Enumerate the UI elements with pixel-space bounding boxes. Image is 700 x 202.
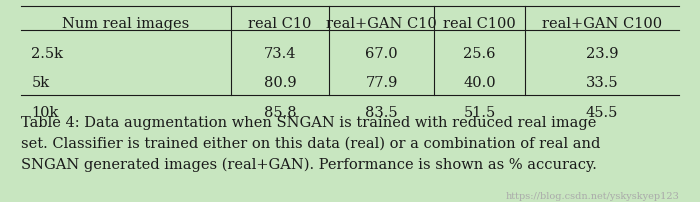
Text: real+GAN C100: real+GAN C100	[542, 17, 662, 31]
Text: real C10: real C10	[248, 17, 312, 31]
Text: 33.5: 33.5	[586, 76, 618, 90]
Text: real C100: real C100	[443, 17, 516, 31]
Text: real+GAN C10: real+GAN C10	[326, 17, 437, 31]
Text: 2.5k: 2.5k	[32, 46, 64, 60]
Text: 23.9: 23.9	[586, 46, 618, 60]
Text: 80.9: 80.9	[264, 76, 296, 90]
Text: 40.0: 40.0	[463, 76, 496, 90]
Text: https://blog.csdn.net/yskyskyер123: https://blog.csdn.net/yskyskyер123	[505, 191, 679, 200]
Text: 25.6: 25.6	[463, 46, 496, 60]
Text: 45.5: 45.5	[586, 105, 618, 119]
Text: 67.0: 67.0	[365, 46, 398, 60]
Text: Num real images: Num real images	[62, 17, 190, 31]
Text: 85.8: 85.8	[264, 105, 296, 119]
Text: 51.5: 51.5	[463, 105, 496, 119]
Text: 5k: 5k	[32, 76, 50, 90]
Text: 10k: 10k	[32, 105, 59, 119]
Text: 73.4: 73.4	[264, 46, 296, 60]
Text: Table 4: Data augmentation when SNGAN is trained with reduced real image
set. Cl: Table 4: Data augmentation when SNGAN is…	[21, 115, 601, 171]
Text: 77.9: 77.9	[365, 76, 398, 90]
Text: 83.5: 83.5	[365, 105, 398, 119]
